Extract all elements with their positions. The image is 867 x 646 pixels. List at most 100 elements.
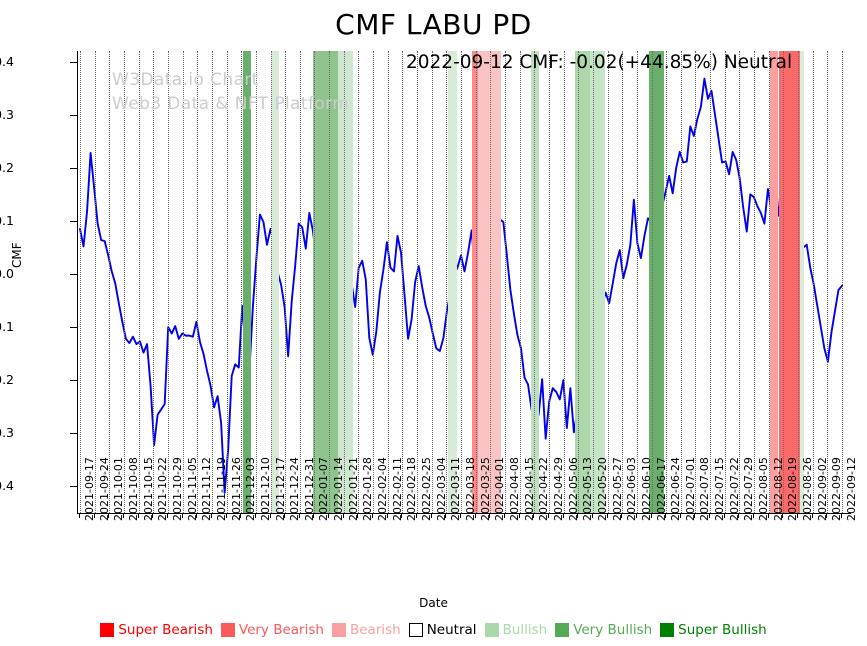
gridline: [314, 51, 316, 513]
page-title: CMF LABU PD: [335, 8, 532, 41]
legend-item-super-bearish[interactable]: Super Bearish: [100, 622, 213, 638]
x-tick-mark: [122, 513, 124, 518]
legend-swatch-icon: [331, 623, 346, 637]
gridline: [80, 51, 81, 513]
x-tick-label: 2022-08-26: [801, 457, 815, 521]
x-tick-mark: [767, 513, 769, 518]
gridline: [622, 51, 624, 513]
y-tick-mark: [70, 220, 77, 222]
x-tick-label: 2022-07-15: [713, 457, 727, 521]
x-tick-label: 2021-12-10: [258, 457, 272, 521]
y-tick-label: 0.2: [0, 159, 14, 175]
x-tick-label: 2022-07-01: [683, 457, 697, 521]
x-tick-label: 2022-07-22: [727, 457, 741, 521]
sentiment-band: [471, 51, 478, 513]
y-tick-label: 0.3: [0, 106, 14, 122]
x-tick-label: 2022-07-08: [698, 457, 712, 521]
legend-item-neutral[interactable]: Neutral: [408, 622, 477, 638]
x-tick-mark: [152, 513, 154, 518]
chart-legend: Super Bearish Very Bearish Bearish Neutral B…: [0, 618, 867, 642]
legend-swatch-icon: [484, 623, 499, 637]
x-tick-label: 2022-06-10: [639, 457, 653, 521]
sentiment-band: [778, 51, 800, 513]
x-tick-label: 2021-12-17: [273, 457, 287, 521]
x-tick-mark: [562, 513, 564, 518]
x-tick-label: 2022-01-28: [361, 457, 375, 521]
y-tick-mark: [70, 167, 77, 169]
gridline: [255, 51, 257, 513]
x-tick-mark: [284, 513, 286, 518]
gridline: [343, 51, 345, 513]
gridline: [402, 51, 404, 513]
watermark-line-1: W3Data.io Chart: [112, 70, 259, 90]
x-tick-label: 2022-09-02: [815, 457, 829, 521]
y-tick-mark: [70, 274, 77, 276]
legend-item-bullish[interactable]: Bullish: [484, 622, 547, 638]
legend-item-very-bearish[interactable]: Very Bearish: [220, 622, 324, 638]
x-tick-mark: [342, 513, 344, 518]
x-tick-label: 2022-08-19: [786, 457, 800, 521]
gridline: [827, 51, 829, 513]
x-tick-mark: [372, 513, 374, 518]
legend-item-bearish[interactable]: Bearish: [331, 622, 401, 638]
gridline: [710, 51, 712, 513]
gridline: [153, 51, 155, 513]
legend-label: Super Bullish: [678, 622, 767, 638]
x-tick-label: 2022-05-13: [581, 457, 595, 521]
gridline: [680, 51, 682, 513]
x-tick-mark: [298, 513, 300, 518]
x-tick-label: 2022-01-07: [317, 457, 331, 521]
gridline: [768, 51, 770, 513]
legend-item-very-bullish[interactable]: Very Bullish: [555, 622, 652, 638]
cmf-line-series: [79, 77, 843, 494]
gridline: [754, 51, 756, 513]
x-tick-label: 2021-09-17: [83, 457, 96, 521]
x-tick-label: 2022-05-27: [610, 457, 624, 521]
x-tick-mark: [93, 513, 95, 518]
x-tick-mark: [738, 513, 740, 518]
legend-label: Super Bearish: [118, 622, 213, 638]
x-tick-mark: [474, 513, 476, 518]
y-tick-label: 0.4: [0, 53, 14, 69]
x-tick-label: 2022-04-15: [522, 457, 536, 521]
x-tick-mark: [313, 513, 315, 518]
x-tick-mark: [166, 513, 168, 518]
x-tick-label: 2021-10-08: [126, 457, 140, 521]
x-tick-label: 2022-07-29: [742, 457, 756, 521]
x-tick-mark: [547, 513, 549, 518]
x-tick-label: 2021-09-24: [97, 457, 111, 521]
x-tick-label: 2022-06-24: [669, 457, 683, 521]
gridline: [446, 51, 448, 513]
gridline: [636, 51, 638, 513]
x-tick-label: 2022-04-29: [551, 457, 565, 521]
x-tick-mark: [430, 513, 432, 518]
gridline: [431, 51, 433, 513]
gridline: [299, 51, 301, 513]
x-tick-label: 2021-11-12: [200, 457, 214, 521]
y-tick-mark: [70, 327, 77, 329]
x-tick-mark: [606, 513, 608, 518]
gridline: [197, 51, 199, 513]
sentiment-band: [270, 51, 279, 513]
y-tick-label: −0.3: [0, 425, 14, 441]
x-tick-mark: [240, 513, 242, 518]
x-tick-label: 2022-03-18: [464, 457, 477, 521]
gridline: [695, 51, 697, 513]
gridline: [666, 51, 668, 513]
x-tick-mark: [181, 513, 183, 518]
gridline: [358, 51, 360, 513]
watermark-line-2: Web3 Data & NFT Platform: [112, 94, 350, 114]
sentiment-band: [477, 51, 502, 513]
gridline: [651, 51, 653, 513]
legend-label: Bearish: [349, 622, 401, 638]
y-tick-mark: [70, 61, 77, 63]
gridline: [812, 51, 814, 513]
gridline: [548, 51, 550, 513]
x-tick-label: 2021-10-01: [112, 457, 126, 521]
y-tick-label: −0.4: [0, 478, 14, 494]
x-tick-label: 2022-01-21: [346, 457, 360, 521]
x-tick-mark: [723, 513, 725, 518]
y-tick-mark: [70, 380, 77, 382]
legend-item-super-bullish[interactable]: Super Bullish: [660, 622, 767, 638]
